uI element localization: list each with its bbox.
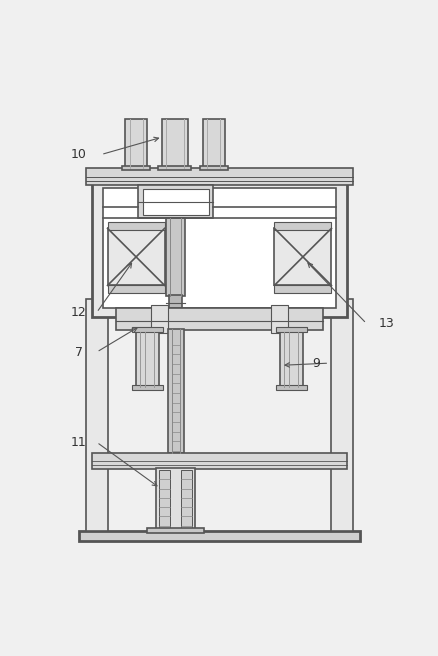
Text: 12: 12 (71, 306, 87, 319)
Bar (116, 308, 322, 330)
Bar (122, 165, 150, 170)
Bar (85, 168, 353, 186)
Bar (275, 327, 307, 333)
Bar (166, 218, 185, 297)
Text: 13: 13 (378, 317, 393, 330)
Bar (92, 453, 346, 469)
Bar (331, 298, 353, 531)
Bar (79, 531, 359, 541)
Bar (155, 468, 195, 530)
Bar (92, 178, 346, 317)
Bar (161, 119, 187, 168)
Bar (181, 470, 191, 527)
Bar (274, 285, 331, 293)
Bar (199, 165, 227, 170)
Text: 10: 10 (71, 148, 87, 161)
Bar (270, 305, 287, 333)
Bar (131, 327, 163, 333)
Bar (138, 186, 212, 218)
Bar (147, 527, 204, 533)
Bar (151, 305, 168, 333)
Bar (167, 329, 183, 453)
Text: 7: 7 (75, 346, 83, 359)
Text: 9: 9 (311, 357, 319, 369)
Bar (125, 119, 147, 168)
Bar (202, 119, 224, 168)
Bar (85, 298, 107, 531)
Bar (136, 330, 159, 387)
Bar (274, 222, 331, 230)
Bar (274, 228, 331, 285)
Bar (107, 228, 164, 285)
Bar (142, 190, 208, 215)
Bar (159, 470, 170, 527)
Bar (131, 384, 163, 390)
Bar (158, 165, 191, 170)
Bar (107, 222, 164, 230)
Bar (275, 384, 307, 390)
Bar (279, 330, 302, 387)
Bar (169, 295, 182, 308)
Bar (107, 285, 164, 293)
Text: 11: 11 (71, 436, 87, 449)
Bar (103, 188, 335, 308)
